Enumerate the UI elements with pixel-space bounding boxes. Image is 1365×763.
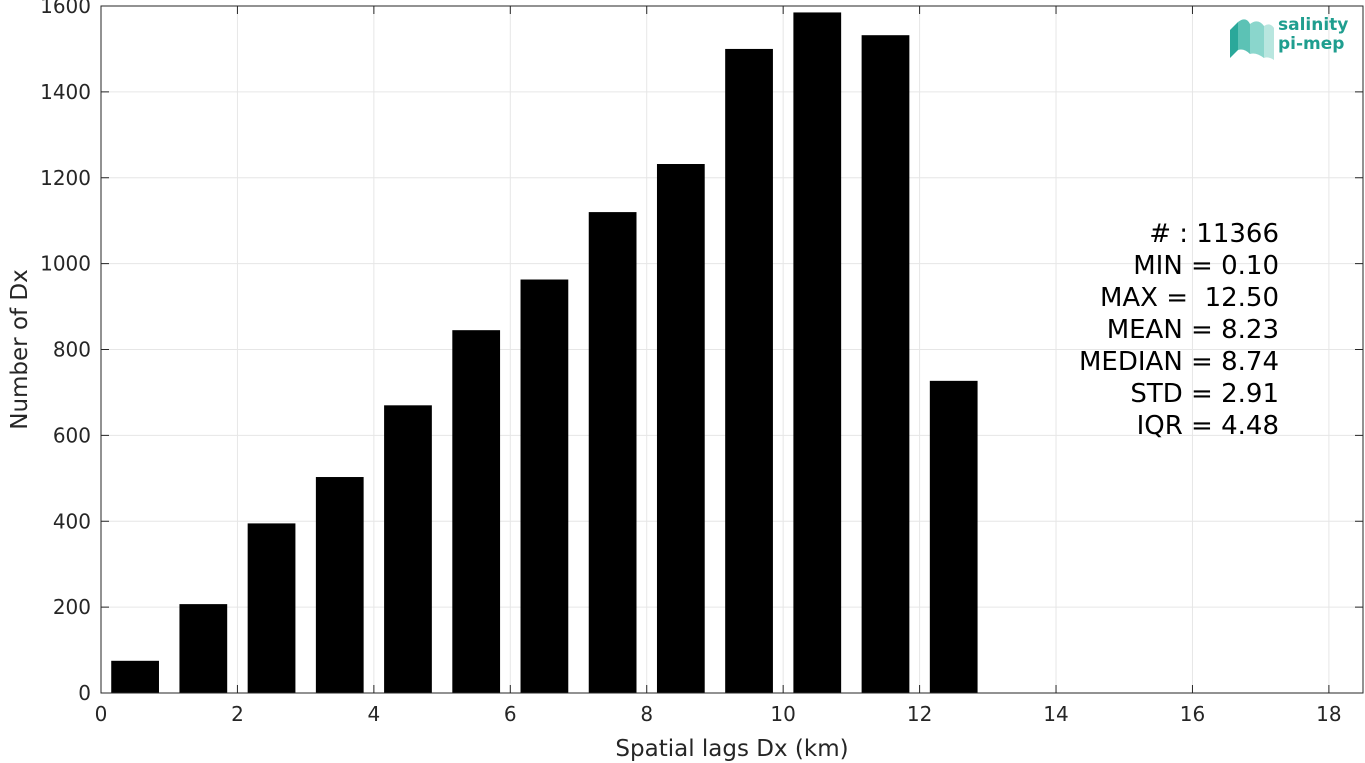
- logo-line-1: salinity: [1278, 15, 1349, 35]
- bar: [588, 212, 637, 693]
- bar: [111, 660, 159, 693]
- axis-ticks: 0 2 4 6 8 10 12 14 16 18 0 200 400 600 800 1000 1200 1400…: [40, 0, 1363, 726]
- bar: [179, 604, 228, 693]
- y-tick-label: 200: [53, 595, 91, 619]
- stat-mean: MEAN = 8.23: [1106, 315, 1279, 345]
- x-axis-label: Spatial lags Dx (km): [615, 736, 848, 762]
- bar: [520, 279, 569, 693]
- x-tick-label: 12: [907, 702, 932, 726]
- y-tick-label: 0: [78, 681, 91, 705]
- y-tick-label: 400: [53, 509, 91, 533]
- bar: [656, 164, 705, 693]
- y-tick-label: 1400: [40, 80, 91, 104]
- bar: [861, 35, 910, 693]
- x-tick-label: 4: [367, 702, 380, 726]
- stat-min: MIN = 0.10: [1133, 251, 1279, 281]
- stat-count: # : 11366: [1149, 219, 1279, 249]
- x-tick-label: 6: [504, 702, 517, 726]
- x-tick-label: 18: [1316, 702, 1341, 726]
- bar: [793, 12, 842, 694]
- bar: [315, 477, 364, 693]
- bar: [384, 405, 432, 693]
- statistics-annotation: # : 11366 MIN = 0.10 MAX = 12.50 MEAN = …: [1079, 218, 1279, 442]
- bar: [452, 330, 501, 693]
- wave-logo-icon: [1230, 19, 1274, 60]
- salinity-pi-mep-logo: salinity pi-mep: [1228, 14, 1356, 64]
- y-tick-label: 600: [53, 423, 91, 447]
- y-tick-label: 1600: [40, 0, 91, 18]
- x-tick-label: 10: [770, 702, 795, 726]
- x-tick-label: 2: [231, 702, 244, 726]
- bar: [247, 523, 296, 693]
- bar: [929, 380, 978, 693]
- stat-max: MAX = 12.50: [1099, 283, 1279, 313]
- y-tick-label: 800: [53, 338, 91, 362]
- x-tick-label: 16: [1180, 702, 1205, 726]
- x-tick-label: 14: [1043, 702, 1068, 726]
- y-tick-label: 1200: [40, 166, 91, 190]
- bars: [111, 12, 978, 694]
- stat-median: MEDIAN = 8.74: [1079, 347, 1279, 377]
- stat-iqr: IQR = 4.48: [1136, 411, 1279, 441]
- x-tick-label: 0: [95, 702, 108, 726]
- x-tick-label: 8: [640, 702, 653, 726]
- y-tick-label: 1000: [40, 252, 91, 276]
- stat-std: STD = 2.91: [1130, 379, 1279, 409]
- bar: [725, 48, 773, 693]
- logo-line-2: pi-mep: [1278, 34, 1345, 54]
- y-axis-label: Number of Dx: [7, 269, 33, 430]
